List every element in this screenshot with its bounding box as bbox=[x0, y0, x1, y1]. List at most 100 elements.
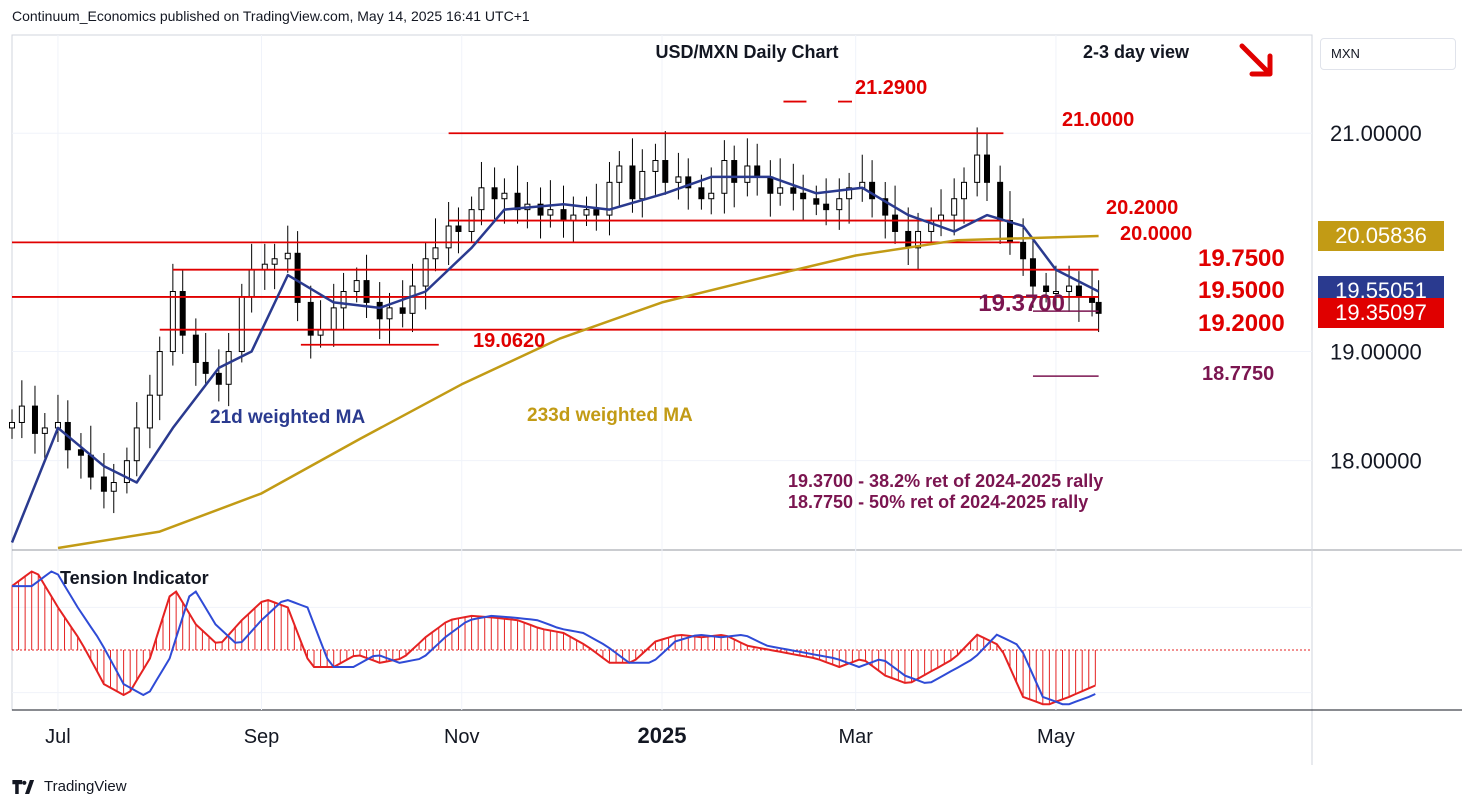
candle-body bbox=[146, 394, 153, 429]
candle-body bbox=[583, 209, 590, 216]
annotation-3: 18.7750 - 50% ret of 2024-2025 rally bbox=[788, 492, 1088, 512]
candle-body bbox=[767, 176, 774, 194]
level-label-19.5000: 19.5000 bbox=[1198, 277, 1285, 304]
price-tag-2: 19.35097 bbox=[1318, 298, 1444, 329]
candle-body bbox=[905, 230, 912, 249]
candle-body bbox=[87, 454, 94, 478]
candle-body bbox=[31, 405, 38, 434]
candle-body bbox=[892, 214, 899, 232]
candle-body bbox=[882, 198, 889, 216]
candle-body bbox=[294, 252, 301, 303]
candle-body bbox=[330, 307, 337, 331]
candle-body bbox=[754, 165, 761, 178]
x-tick-label: Mar bbox=[838, 726, 873, 748]
y-tick-label: 21.00000 bbox=[1330, 121, 1422, 146]
candle-body bbox=[363, 280, 370, 303]
candle-body bbox=[353, 280, 360, 293]
candle-body bbox=[340, 291, 347, 309]
annotation-0: 21d weighted MA bbox=[210, 407, 365, 428]
candle-body bbox=[1052, 291, 1059, 294]
candle-body bbox=[478, 187, 485, 211]
candle-body bbox=[215, 372, 222, 385]
candle-body bbox=[399, 307, 406, 314]
candle-body bbox=[606, 181, 613, 216]
currency-selector[interactable]: MXN bbox=[1320, 38, 1456, 70]
candle-body bbox=[133, 427, 140, 462]
annotation-1: 233d weighted MA bbox=[527, 405, 693, 426]
level-label-21.2900: 21.2900 bbox=[855, 77, 927, 99]
candle-body bbox=[813, 198, 820, 205]
candle-body bbox=[455, 225, 462, 232]
candle-body bbox=[997, 181, 1004, 222]
candle-body bbox=[629, 165, 636, 200]
candle-body bbox=[491, 187, 498, 200]
candle-body bbox=[836, 198, 843, 211]
candle-body bbox=[1075, 285, 1082, 298]
candle-body bbox=[662, 160, 669, 183]
candle-body bbox=[915, 230, 922, 249]
level-label-19.7500: 19.7500 bbox=[1198, 245, 1285, 272]
candle-body bbox=[800, 192, 807, 200]
level-label-19.2000: 19.2000 bbox=[1198, 310, 1285, 337]
level-label-18.7750: 18.7750 bbox=[1202, 363, 1274, 385]
tension-title: Tension Indicator bbox=[60, 568, 209, 588]
axes: Jul Sep Nov 2025 Mar May 18.00000 19.00000 21.00… bbox=[45, 121, 1422, 748]
candle-body bbox=[560, 209, 567, 222]
candle-body bbox=[961, 181, 968, 200]
candle-body bbox=[41, 427, 48, 434]
footer-brand[interactable]: TradingView bbox=[12, 778, 127, 795]
moving-averages bbox=[10, 175, 1100, 550]
level-label-19.3700: 19.3700 bbox=[978, 290, 1065, 317]
x-tick-label: 2025 bbox=[638, 723, 687, 748]
candle-body bbox=[744, 165, 751, 183]
candle-body bbox=[238, 296, 245, 353]
tension-fast-line bbox=[11, 570, 1096, 706]
chart-subtitle: 2-3 day view bbox=[1083, 42, 1190, 62]
price-candles bbox=[9, 127, 1102, 514]
candle-body bbox=[307, 301, 314, 336]
candle-body bbox=[409, 285, 416, 314]
down-arrow-icon bbox=[1239, 43, 1269, 73]
level-label-20.2000: 20.2000 bbox=[1106, 197, 1178, 219]
candle-body bbox=[386, 307, 393, 320]
candle-body bbox=[169, 291, 176, 353]
candle-body bbox=[77, 449, 84, 456]
footer-brand-label: TradingView bbox=[44, 778, 127, 795]
candle-body bbox=[846, 187, 853, 200]
candle-body bbox=[248, 269, 255, 298]
candle-body bbox=[974, 154, 981, 183]
candle-body bbox=[731, 160, 738, 183]
level-label-20.0000: 20.0000 bbox=[1120, 223, 1192, 245]
y-tick-label: 18.00000 bbox=[1330, 449, 1422, 474]
candle-body bbox=[110, 482, 117, 492]
candle-body bbox=[1095, 301, 1102, 314]
candle-body bbox=[547, 209, 554, 216]
y-tick-label: 19.00000 bbox=[1330, 340, 1422, 365]
ma-line-21d bbox=[10, 175, 1100, 543]
candle-body bbox=[376, 301, 383, 320]
support-resistance-levels bbox=[12, 100, 1099, 377]
x-tick-label: May bbox=[1037, 726, 1075, 748]
candle-body bbox=[675, 176, 682, 183]
ma-line-233d bbox=[57, 234, 1099, 550]
candle-body bbox=[1020, 241, 1027, 260]
price-tag-0: 20.05836 bbox=[1318, 221, 1444, 251]
candle-body bbox=[432, 247, 439, 260]
candle-body bbox=[685, 176, 692, 189]
candle-body bbox=[501, 192, 508, 200]
candle-body bbox=[652, 160, 659, 172]
candle-body bbox=[823, 203, 830, 211]
candle-body bbox=[156, 351, 163, 396]
chart-title: USD/MXN Daily Chart bbox=[655, 42, 838, 62]
candle-body bbox=[984, 154, 990, 183]
candle-body bbox=[537, 203, 544, 216]
level-label-19.0620: 19.0620 bbox=[473, 330, 545, 352]
tension-indicator-pane bbox=[11, 570, 1312, 706]
chart-grid bbox=[11, 34, 1462, 765]
candle-body bbox=[790, 187, 797, 194]
candle-body bbox=[708, 192, 715, 200]
candle-body bbox=[1066, 285, 1073, 292]
candle-body bbox=[18, 405, 25, 423]
candle-body bbox=[192, 334, 199, 363]
